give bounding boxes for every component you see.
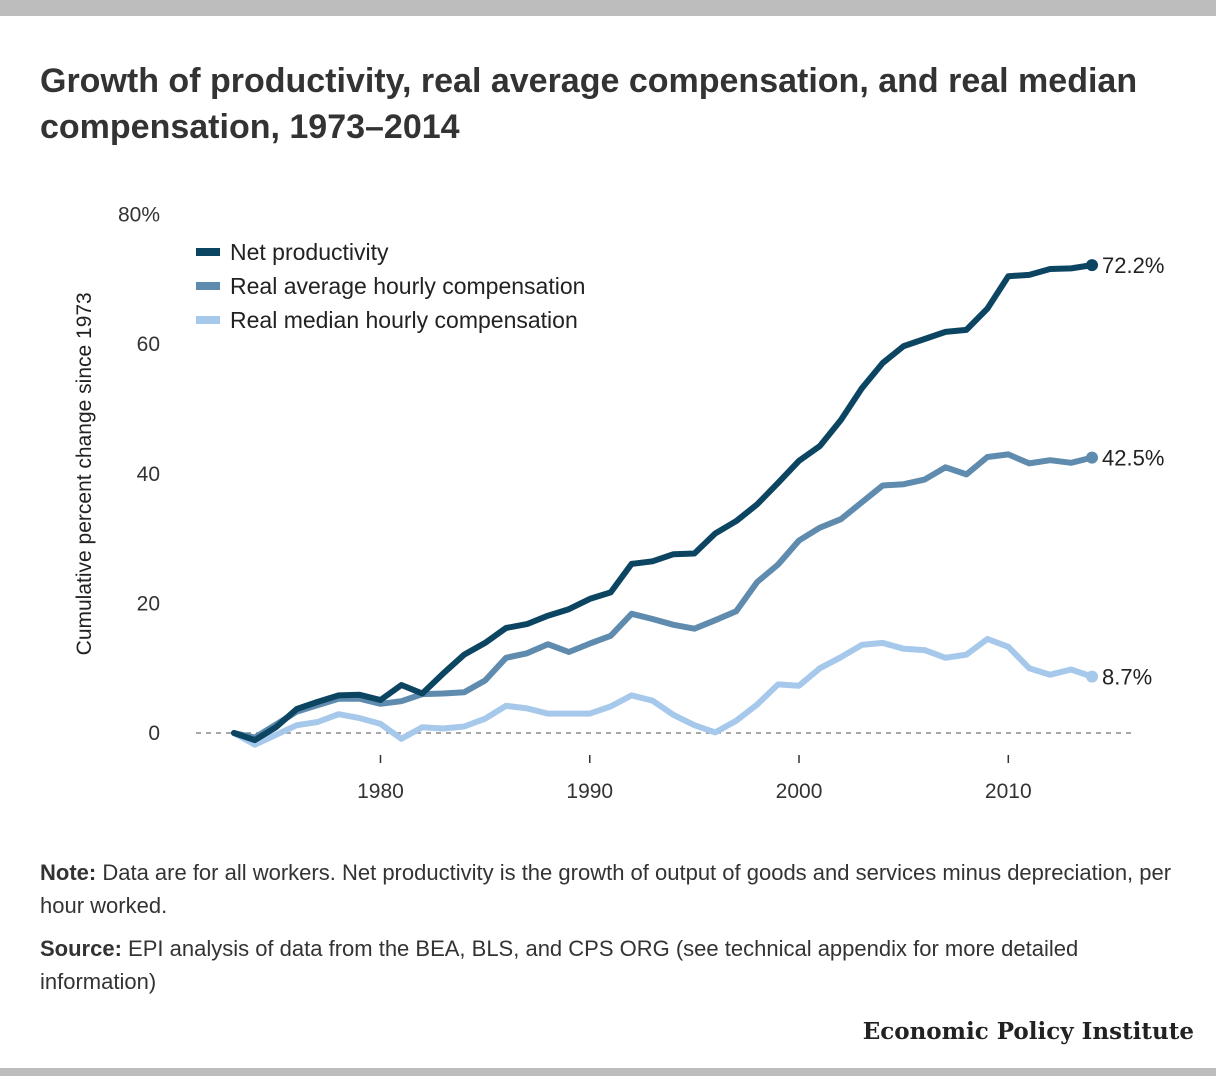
series-end-point xyxy=(1086,670,1098,683)
source: Source: EPI analysis of data from the BE… xyxy=(40,932,1180,998)
series-end-point xyxy=(1086,259,1098,272)
chart-title: Growth of productivity, real average com… xyxy=(40,62,1138,146)
series-line xyxy=(231,451,1095,741)
legend-label: Net productivity xyxy=(230,239,389,265)
legend-swatch xyxy=(196,282,220,290)
brand-logo-text: Economic Policy Institute xyxy=(862,1018,1194,1045)
series-end-label: 72.2% xyxy=(1102,253,1164,278)
note-text: Data are for all workers. Net productivi… xyxy=(40,860,1172,918)
legend-label: Real average hourly compensation xyxy=(230,273,585,299)
note: Note: Data are for all workers. Net prod… xyxy=(40,856,1180,922)
y-tick-label: 40 xyxy=(137,463,160,486)
source-label: Source: xyxy=(40,936,122,961)
chart-notes: Note: Data are for all workers. Net prod… xyxy=(40,856,1180,1008)
x-tick-label: 2010 xyxy=(985,780,1032,803)
line-chart: 0 20 40 60 80% Cumulative percent change sinc… xyxy=(73,204,1164,803)
source-text: EPI analysis of data from the BEA, BLS, … xyxy=(40,936,1079,994)
top-border xyxy=(0,0,1216,16)
x-tick-label: 1990 xyxy=(566,780,613,803)
legend-label: Real median hourly compensation xyxy=(230,307,578,333)
x-tick-label: 2000 xyxy=(776,780,823,803)
series-end-point xyxy=(1086,451,1098,464)
y-tick-label: 0 xyxy=(148,722,160,745)
x-tick-label: 1980 xyxy=(357,780,404,803)
bottom-border xyxy=(0,1068,1216,1076)
note-label: Note: xyxy=(40,860,97,885)
y-tick-label: 60 xyxy=(137,333,160,356)
y-tick-label: 80% xyxy=(118,204,160,227)
legend-swatch xyxy=(196,248,220,256)
y-axis-title: Cumulative percent change since 1973 xyxy=(73,292,96,655)
legend-swatch xyxy=(196,316,220,324)
series-end-label: 42.5% xyxy=(1102,446,1164,471)
series-line xyxy=(231,262,1095,744)
series-end-label: 8.7% xyxy=(1102,665,1152,690)
series-line xyxy=(231,636,1095,748)
y-tick-label: 20 xyxy=(137,592,160,615)
